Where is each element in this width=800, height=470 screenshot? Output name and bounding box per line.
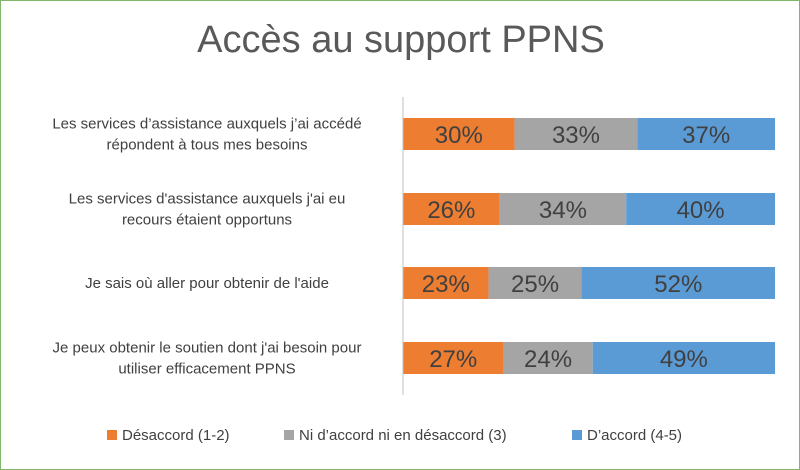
data-label-3-3: 52% bbox=[654, 271, 702, 298]
data-label-2-2: 34% bbox=[539, 197, 587, 224]
bar-2-series-1 bbox=[403, 193, 500, 225]
legend-swatch-3 bbox=[572, 430, 582, 440]
bar-2-series-3 bbox=[626, 193, 775, 225]
legend-label-2: Ni d’accord ni en désaccord (3) bbox=[299, 427, 507, 444]
legend-swatch-2 bbox=[284, 430, 294, 440]
data-label-4-2: 24% bbox=[524, 346, 572, 373]
data-label-1-2: 33% bbox=[552, 122, 600, 149]
bar-4-series-3 bbox=[592, 342, 775, 374]
data-label-1-3: 37% bbox=[682, 122, 730, 149]
category-label-4: Je peux obtenir le soutien dont j'ai bes… bbox=[53, 340, 362, 357]
data-label-3-1: 23% bbox=[422, 271, 470, 298]
category-label-3: Je sais où aller pour obtenir de l'aide bbox=[85, 275, 329, 292]
data-label-2-1: 26% bbox=[427, 197, 475, 224]
bar-3-series-2 bbox=[488, 267, 582, 299]
data-label-4-1: 27% bbox=[429, 346, 477, 373]
legend-label-1: Désaccord (1-2) bbox=[122, 427, 230, 444]
bar-1-series-2 bbox=[514, 118, 638, 150]
category-label-1: Les services d’assistance auxquels j’ai … bbox=[52, 116, 361, 133]
category-label-4: utiliser efficacement PPNS bbox=[118, 361, 295, 378]
bar-3-series-1 bbox=[403, 267, 489, 299]
bar-4-series-2 bbox=[503, 342, 593, 374]
category-label-1: répondent à tous mes besoins bbox=[107, 137, 308, 154]
chart-title: Accès au support PPNS bbox=[197, 19, 605, 61]
data-label-4-3: 49% bbox=[660, 346, 708, 373]
bar-1-series-3 bbox=[637, 118, 775, 150]
legend-swatch-1 bbox=[107, 430, 117, 440]
legend-label-3: D’accord (4-5) bbox=[587, 427, 682, 444]
data-label-3-2: 25% bbox=[511, 271, 559, 298]
bar-4-series-1 bbox=[403, 342, 504, 374]
bar-3-series-3 bbox=[581, 267, 775, 299]
category-label-2: recours étaient opportuns bbox=[122, 212, 292, 229]
bar-2-series-2 bbox=[499, 193, 627, 225]
data-label-2-3: 40% bbox=[677, 197, 725, 224]
data-label-1-1: 30% bbox=[435, 122, 483, 149]
category-label-2: Les services d'assistance auxquels j'ai … bbox=[69, 191, 346, 208]
bar-1-series-1 bbox=[403, 118, 515, 150]
